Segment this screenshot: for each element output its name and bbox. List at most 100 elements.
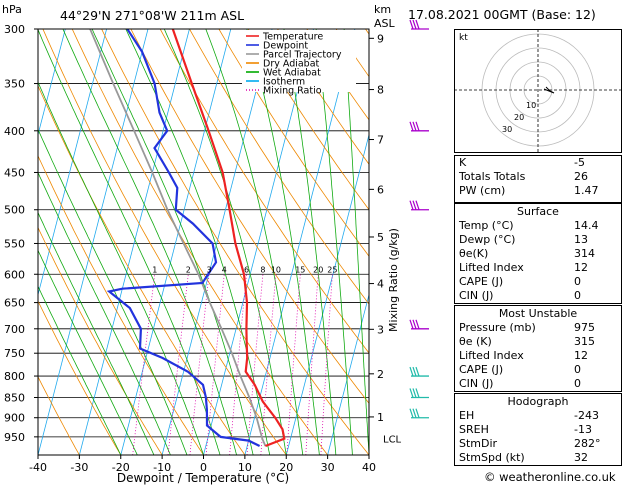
param-row: θe(K) 314 xyxy=(455,247,621,261)
param-value: 0 xyxy=(574,275,581,288)
param-row: Pressure (mb) 975 xyxy=(455,321,621,335)
hodograph-ring-label: 20 xyxy=(514,113,524,122)
isotherm xyxy=(327,293,369,455)
barb-flag xyxy=(415,200,420,210)
barb-flag xyxy=(415,388,420,398)
barb-flag xyxy=(409,200,414,210)
y-tick-label: 300 xyxy=(4,23,25,36)
y-tick-label: 350 xyxy=(4,78,25,91)
barb-flag xyxy=(415,19,420,30)
param-row: SREH -13 xyxy=(455,423,621,437)
param-label: K xyxy=(459,156,467,169)
param-label: PW (cm) xyxy=(459,184,506,197)
barb-flag xyxy=(412,121,417,131)
param-label: Totals Totals xyxy=(459,170,526,183)
altitude-tick-label: 4 xyxy=(377,278,384,291)
wind-barb xyxy=(409,366,429,377)
barb-flag xyxy=(415,319,420,329)
param-label: Lifted Index xyxy=(459,261,524,274)
barb-flag xyxy=(415,121,420,131)
barb-flag xyxy=(409,408,414,418)
y-tick-label: 650 xyxy=(4,297,25,310)
most-unstable-title: Most Unstable xyxy=(498,307,578,320)
hodograph-trace xyxy=(543,86,555,94)
dry-adiabat xyxy=(101,29,369,455)
param-value: 13 xyxy=(574,233,588,246)
legend-label: Dewpoint xyxy=(263,41,308,52)
param-row: θe (K) 315 xyxy=(455,335,621,349)
x-tick-label: -10 xyxy=(153,461,171,474)
legend-bg xyxy=(242,30,356,92)
mixing-ratio-label: 8 xyxy=(260,265,265,274)
mixing-ratio-label: 1 xyxy=(152,265,157,274)
barb-flag xyxy=(412,388,417,398)
barb-flag xyxy=(409,388,414,398)
credit-text[interactable]: © weatheronline.co.uk xyxy=(484,470,616,484)
dry-adiabat xyxy=(38,84,246,455)
isotherm xyxy=(244,29,356,455)
param-row: Lifted Index 12 xyxy=(455,349,621,363)
param-row: Totals Totals 26 xyxy=(455,170,621,184)
lcl-label: LCL xyxy=(383,435,402,446)
altitude-tick-label: 3 xyxy=(377,323,384,336)
barb-flag xyxy=(412,200,417,210)
mixing-ratio-line xyxy=(320,274,333,455)
mixing-ratio-line xyxy=(132,274,156,455)
param-value: -13 xyxy=(574,423,592,436)
barb-flag xyxy=(412,19,417,30)
param-value: 0 xyxy=(574,363,581,376)
param-value: 0 xyxy=(574,377,581,390)
param-value: -243 xyxy=(574,409,599,422)
isotherm xyxy=(203,29,314,455)
mixing-ratio-label: 6 xyxy=(244,265,249,274)
y-tick-label: 600 xyxy=(4,268,25,281)
param-label: CIN (J) xyxy=(459,377,494,390)
dry-adiabat xyxy=(38,300,122,455)
barb-flag xyxy=(412,408,417,418)
mixing-ratio-line xyxy=(205,274,225,455)
background-lines xyxy=(38,29,369,455)
barb-flag xyxy=(409,319,414,329)
hodograph-ring-label: 30 xyxy=(502,125,512,134)
param-row: CIN (J) 0 xyxy=(455,289,621,303)
param-value: 282° xyxy=(574,437,601,450)
x-tick-label: -30 xyxy=(70,461,88,474)
series-line-2 xyxy=(89,29,267,447)
km-label: km xyxy=(374,3,391,16)
param-value: 1.47 xyxy=(574,184,599,197)
param-row: StmSpd (kt) 32 xyxy=(455,451,621,465)
mixing-ratio-line xyxy=(167,274,189,455)
x-tick-label: 0 xyxy=(200,461,207,474)
param-row: CAPE (J) 0 xyxy=(455,275,621,289)
mixing-ratio-line xyxy=(305,274,319,455)
location-title: 44°29'N 271°08'W 211m ASL xyxy=(60,8,244,23)
param-label: StmDir xyxy=(459,437,498,450)
dry-adiabat xyxy=(38,226,163,455)
hpa-label: hPa xyxy=(2,3,22,16)
wet-adiabat xyxy=(205,29,304,455)
param-row: Temp (°C) 14.4 xyxy=(455,219,621,233)
mixing-ratio-line xyxy=(189,274,210,455)
dry-adiabat xyxy=(130,29,369,404)
param-row: Dewp (°C) 13 xyxy=(455,233,621,247)
hodograph-unit-label: kt xyxy=(459,33,468,43)
hodograph-params-title: Hodograph xyxy=(507,395,569,408)
y-tick-label: 500 xyxy=(4,204,25,217)
hodograph-ring-label: 10 xyxy=(526,101,536,110)
indices-panel: K -5 Totals Totals 26 PW (cm) 1.47 xyxy=(454,155,622,203)
dry-adiabat xyxy=(38,375,80,455)
param-label: Pressure (mb) xyxy=(459,321,536,334)
wet-adiabat xyxy=(246,29,320,455)
surface-title: Surface xyxy=(517,205,559,218)
param-row: EH -243 xyxy=(455,409,621,423)
legend-label: Dry Adiabat xyxy=(263,59,320,70)
dry-adiabat xyxy=(159,29,369,354)
mixing-ratio-line xyxy=(229,274,247,455)
barb-flag xyxy=(412,319,417,329)
x-tick-label: 20 xyxy=(279,461,293,474)
param-label: θe (K) xyxy=(459,335,492,348)
legend-label: Parcel Trajectory xyxy=(263,50,342,61)
mixing-ratio-label: 15 xyxy=(295,265,305,274)
